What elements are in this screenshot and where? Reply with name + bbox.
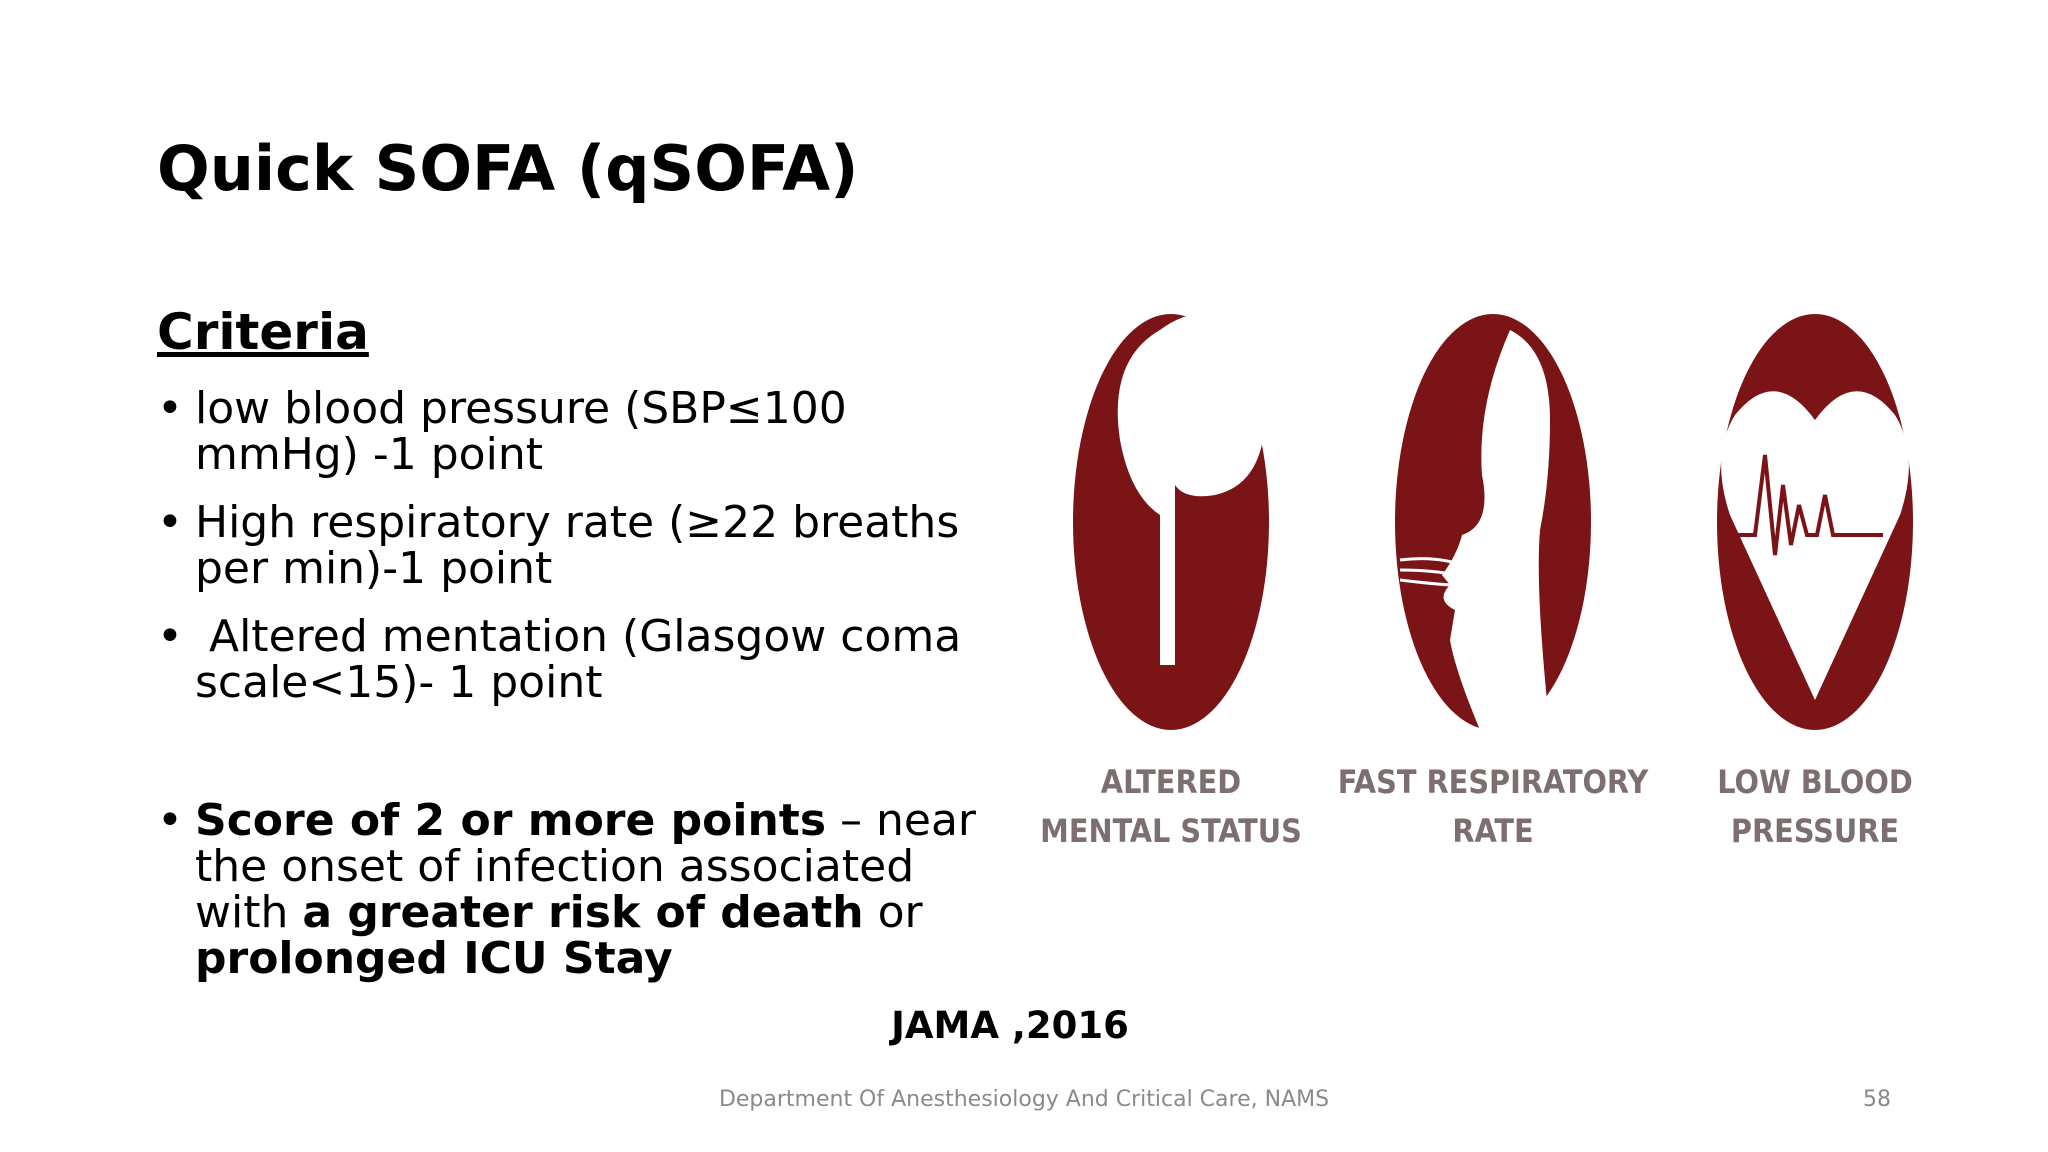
icon-label: MENTAL STATUS (1040, 812, 1302, 850)
page-number: 58 (1863, 1087, 1891, 1112)
bullet-line: mmHg) -1 point (195, 432, 847, 478)
footer: Department Of Anesthesiology And Critica… (718, 1087, 1330, 1112)
icon-label: PRESSURE (1731, 812, 1899, 850)
text-run: low blood pressure (SBP≤100 (195, 383, 847, 434)
text-run: the onset of infection associated (195, 841, 915, 892)
text-run: with (195, 887, 303, 938)
bullet-dot: • (157, 795, 183, 846)
bullet-line: Score of 2 or more points – near (195, 798, 976, 844)
mental-status-icon (1073, 313, 1272, 730)
bullet: • High respiratory rate (≥22 breaths per m… (157, 500, 959, 592)
icon-label: FAST RESPIRATORY (1338, 763, 1650, 801)
text-run: Score of 2 or more points (195, 795, 827, 846)
text-run: prolonged ICU Stay (195, 933, 673, 984)
icon-label: ALTERED (1101, 763, 1241, 801)
bullet-dot: • (157, 497, 183, 548)
bullet-line: the onset of infection associated (195, 844, 976, 890)
bullet-line: with a greater risk of death or (195, 890, 976, 936)
text-run: per min)-1 point (195, 543, 553, 594)
bullet-line: low blood pressure (SBP≤100 (195, 386, 847, 432)
slide-title: Quick SOFA (qSOFA) (157, 132, 859, 205)
bullet: • Altered mentation (Glasgow coma scale<1… (157, 614, 961, 706)
bullet-line: scale<15)- 1 point (195, 660, 961, 706)
bullet-line: High respiratory rate (≥22 breaths (195, 500, 959, 546)
bullet: • Score of 2 or more points – near the ons… (157, 798, 976, 982)
text-run: scale<15)- 1 point (195, 657, 603, 708)
bullet-line: per min)-1 point (195, 546, 959, 592)
text-run: a greater risk of death (302, 887, 864, 938)
bullet-dot: • (157, 611, 183, 662)
bullet: • low blood pressure (SBP≤100 mmHg) -1 poi… (157, 386, 847, 478)
text-run: – near (826, 795, 977, 846)
icon-label: RATE (1452, 812, 1533, 850)
text-run: or (863, 887, 923, 938)
text-run: High respiratory rate (≥22 breaths (195, 497, 960, 548)
citation: JAMA ,2016 (891, 1004, 1129, 1047)
bullet-line: Altered mentation (Glasgow coma (195, 614, 961, 660)
bullet-dot: • (157, 383, 183, 434)
text-run: mmHg) -1 point (195, 429, 543, 480)
respiratory-icon (1395, 314, 1591, 730)
text-run: Altered mentation (Glasgow coma (195, 611, 962, 662)
criteria-heading: Criteria (157, 303, 369, 361)
icon-label: LOW BLOOD (1717, 763, 1912, 801)
blood-pressure-icon (1717, 314, 1913, 730)
bullet-line: prolonged ICU Stay (195, 936, 976, 982)
